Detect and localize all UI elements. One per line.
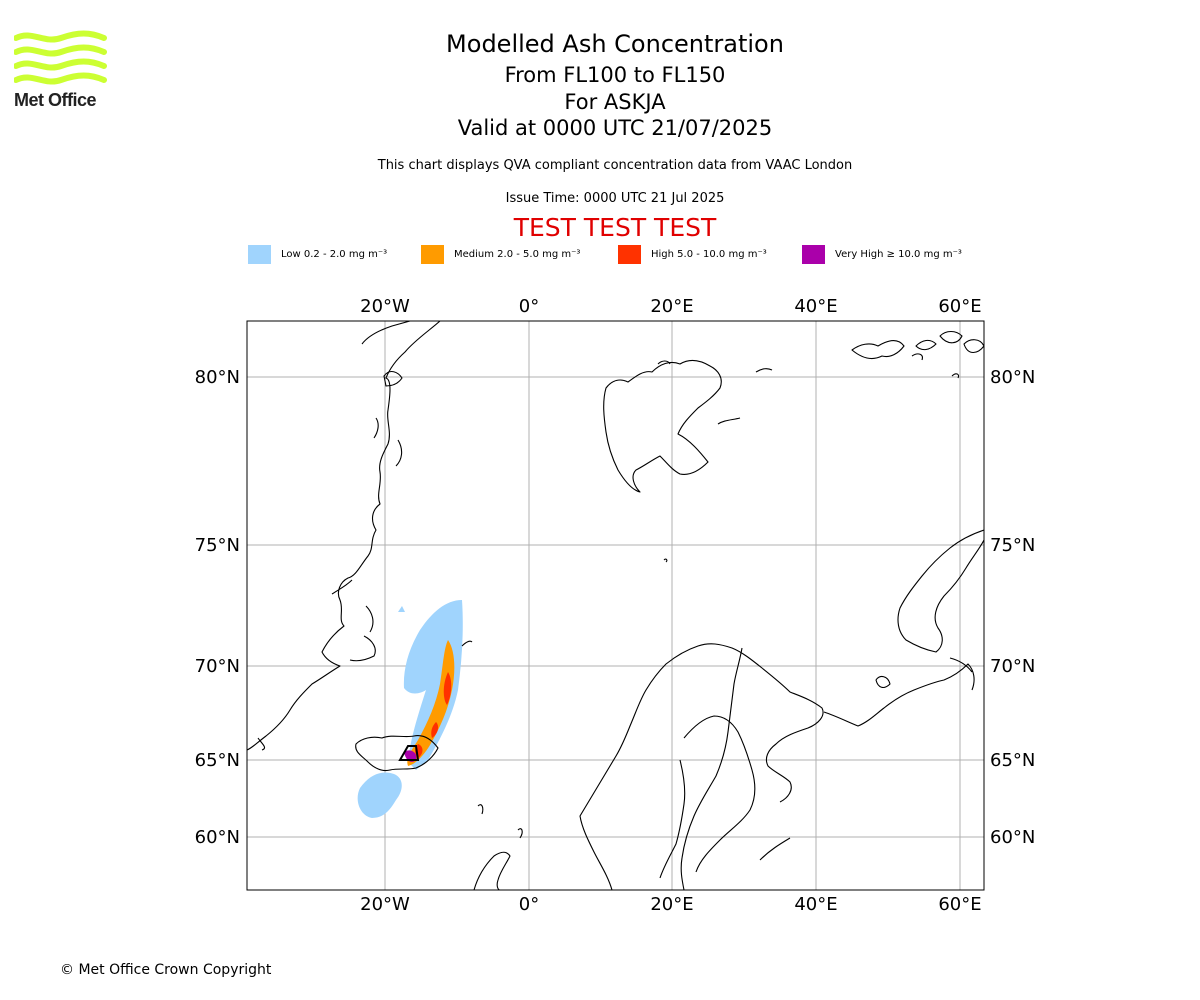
coast-novaya-zemlya — [897, 529, 984, 653]
coast-britain — [473, 851, 511, 890]
lat-label-right-65n: 65°N — [990, 750, 1035, 771]
lon-label-top-20e: 20°E — [650, 296, 693, 317]
ash-plume — [357, 600, 463, 818]
graticule — [247, 321, 984, 890]
coast-gulf-bothnia — [659, 759, 686, 879]
legend-swatch-high — [618, 244, 641, 264]
coast-faroe — [477, 804, 484, 815]
coast-shetland — [517, 828, 523, 839]
lat-label-left-75n: 75°N — [195, 535, 240, 556]
lon-label-bottom-20e: 20°E — [650, 894, 693, 915]
qva-note: This chart displays QVA compliant concen… — [377, 158, 853, 173]
lat-label-left-65n: 65°N — [195, 750, 240, 771]
ash-region-medium — [407, 640, 455, 766]
lat-label-left-70n: 70°N — [195, 656, 240, 677]
legend-swatch-medium — [421, 244, 444, 264]
legend-label-very-high: Very High ≥ 10.0 mg m⁻³ — [835, 248, 962, 260]
met-office-wordmark: Met Office — [14, 90, 97, 110]
lon-label-bottom-0: 0° — [519, 894, 539, 915]
askja-volcano-marker — [398, 745, 420, 761]
ash-region-low-south — [357, 772, 402, 818]
coast-scandinavia — [579, 643, 824, 890]
ash-region-high-mid — [431, 722, 439, 738]
map-frame — [246, 320, 985, 891]
flight-level-range: From FL100 to FL150 — [504, 63, 726, 87]
legend-label-low: Low 0.2 - 2.0 mg m⁻³ — [281, 248, 388, 260]
lat-label-right-80n: 80°N — [990, 367, 1035, 388]
coast-franz-josef — [851, 330, 984, 379]
legend-swatch-very-high — [802, 244, 825, 264]
lat-label-left-60n: 60°N — [195, 827, 240, 848]
coastlines — [247, 321, 984, 890]
lon-label-top-40e: 40°E — [794, 296, 837, 317]
lat-label-right-60n: 60°N — [990, 827, 1035, 848]
lon-label-top-0: 0° — [519, 296, 539, 317]
valid-time: Valid at 0000 UTC 21/07/2025 — [457, 116, 773, 140]
coast-svalbard — [603, 359, 722, 493]
ash-region-low-north — [403, 600, 463, 770]
coast-white-sea — [823, 657, 975, 727]
chart-title: Modelled Ash Concentration — [446, 30, 784, 58]
test-banner: TEST TEST TEST — [513, 213, 717, 242]
issue-time: Issue Time: 0000 UTC 21 Jul 2025 — [505, 191, 725, 206]
coast-baltic — [680, 647, 743, 890]
ash-speck-1 — [398, 606, 405, 612]
lat-label-right-70n: 70°N — [990, 656, 1035, 677]
coast-svalbard-islands — [657, 360, 773, 425]
lon-label-top-20w: 20°W — [360, 296, 410, 317]
coast-bear-island — [663, 558, 668, 563]
coast-finland-russia — [683, 715, 791, 873]
legend-item-very-high: Very High ≥ 10.0 mg m⁻³ — [802, 244, 962, 264]
legend-item-high: High 5.0 - 10.0 mg m⁻³ — [618, 244, 767, 264]
lon-label-top-60e: 60°E — [938, 296, 981, 317]
legend-swatch-low — [248, 244, 271, 264]
coast-greenland — [247, 321, 441, 751]
lon-label-bottom-60e: 60°E — [938, 894, 981, 915]
coast-iceland — [355, 735, 439, 772]
ash-region-high-north — [443, 672, 452, 705]
met-office-waves-icon — [13, 30, 107, 85]
lon-label-bottom-20w: 20°W — [360, 894, 410, 915]
lat-label-right-75n: 75°N — [990, 535, 1035, 556]
legend-item-medium: Medium 2.0 - 5.0 mg m⁻³ — [421, 244, 580, 264]
lat-label-left-80n: 80°N — [195, 367, 240, 388]
legend-label-high: High 5.0 - 10.0 mg m⁻³ — [651, 248, 767, 260]
lon-label-bottom-40e: 40°E — [794, 894, 837, 915]
copyright-notice: © Met Office Crown Copyright — [60, 962, 272, 978]
coast-greenland-islands — [257, 370, 403, 751]
coast-jan-mayen — [461, 640, 473, 647]
legend-item-low: Low 0.2 - 2.0 mg m⁻³ — [248, 244, 387, 264]
met-office-logo: Met Office — [13, 30, 108, 112]
volcano-name: For ASKJA — [564, 90, 666, 114]
legend-label-medium: Medium 2.0 - 5.0 mg m⁻³ — [454, 248, 581, 260]
